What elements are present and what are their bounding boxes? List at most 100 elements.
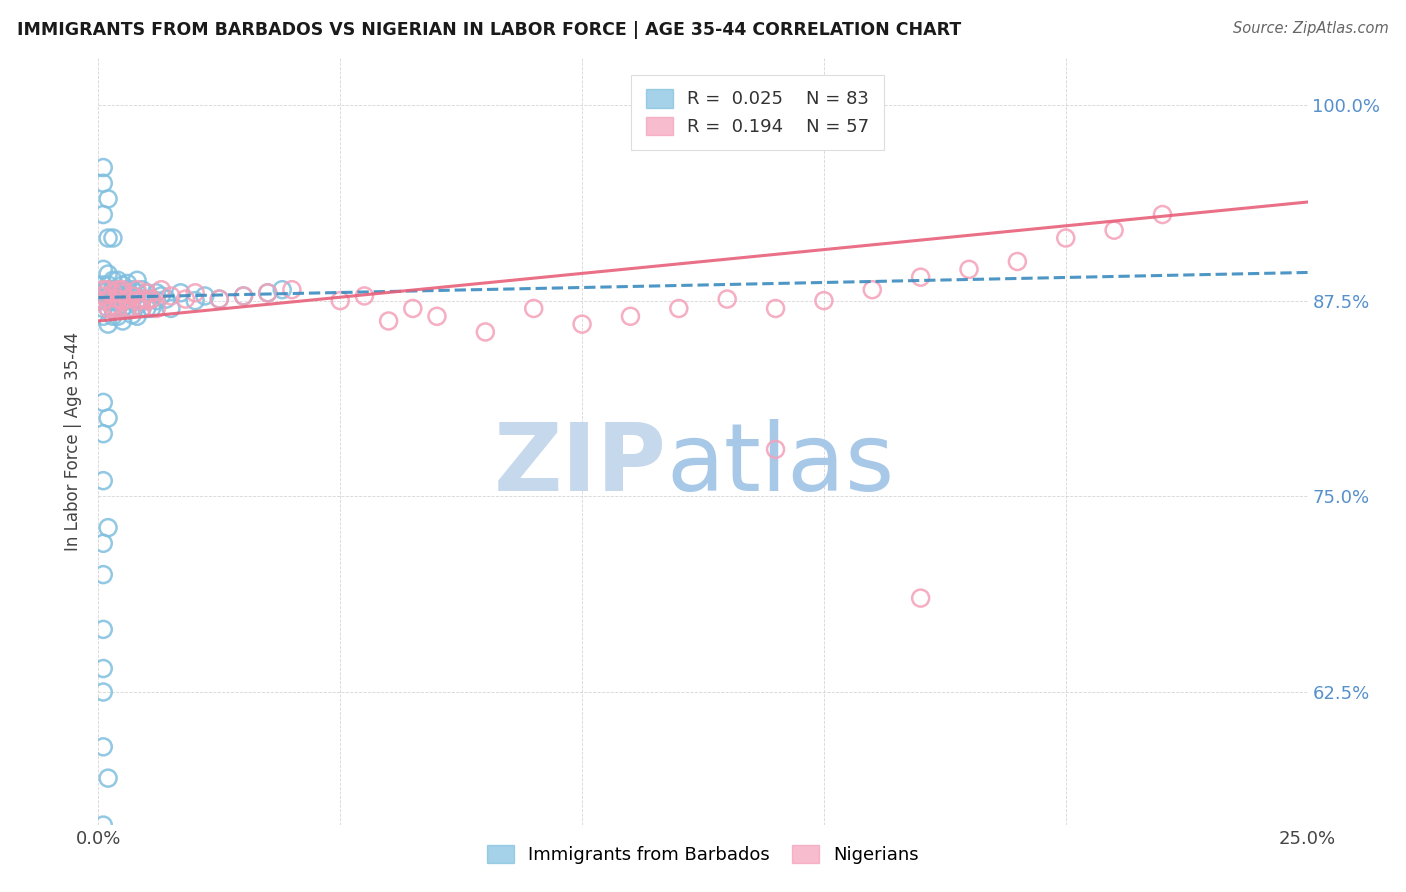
Point [127, 298, 149, 312]
Point [377, 314, 399, 328]
Point [141, 301, 163, 316]
Point [256, 285, 278, 300]
Point [208, 292, 231, 306]
Point [107, 301, 129, 316]
Point [101, 273, 124, 287]
Point [101, 310, 124, 324]
Point [97, 231, 120, 245]
Point [91, 395, 114, 409]
Point [91, 536, 114, 550]
Point [135, 301, 157, 316]
Point [111, 289, 134, 303]
Point [131, 301, 153, 316]
Point [668, 301, 690, 316]
Point [91, 176, 114, 190]
Point [91, 426, 114, 441]
Point [121, 289, 143, 303]
Point [174, 292, 197, 306]
Point [716, 292, 738, 306]
Point [107, 289, 129, 303]
Point [141, 292, 163, 306]
Point [97, 411, 120, 425]
Point [111, 293, 134, 308]
Point [131, 292, 153, 306]
Point [111, 285, 134, 300]
Point [860, 283, 883, 297]
Point [97, 317, 120, 331]
Point [91, 293, 114, 308]
Point [91, 208, 114, 222]
Text: Source: ZipAtlas.com: Source: ZipAtlas.com [1233, 21, 1389, 36]
Point [184, 293, 207, 308]
Point [97, 277, 120, 292]
Point [127, 273, 149, 287]
Point [127, 283, 149, 297]
Point [232, 289, 254, 303]
Point [1152, 208, 1174, 222]
Point [523, 301, 546, 316]
Point [474, 325, 496, 339]
Point [91, 285, 114, 300]
Point [97, 301, 120, 316]
Point [184, 285, 207, 300]
Text: IMMIGRANTS FROM BARBADOS VS NIGERIAN IN LABOR FORCE | AGE 35-44 CORRELATION CHAR: IMMIGRANTS FROM BARBADOS VS NIGERIAN IN … [17, 21, 962, 38]
Point [232, 289, 254, 303]
Point [208, 292, 231, 306]
Point [117, 283, 139, 297]
Point [107, 292, 129, 306]
Point [256, 285, 278, 300]
Point [91, 474, 114, 488]
Point [101, 301, 124, 316]
Point [155, 292, 177, 306]
Point [97, 771, 120, 785]
Point [101, 289, 124, 303]
Point [1054, 231, 1077, 245]
Point [107, 273, 129, 287]
Point [131, 283, 153, 297]
Point [91, 310, 114, 324]
Point [111, 301, 134, 316]
Point [169, 285, 191, 300]
Point [91, 818, 114, 832]
Point [91, 262, 114, 277]
Point [97, 292, 120, 306]
Point [97, 267, 120, 281]
Point [145, 301, 167, 316]
Point [127, 285, 149, 300]
Point [101, 285, 124, 300]
Point [135, 285, 157, 300]
Point [117, 277, 139, 291]
Point [957, 262, 980, 277]
Point [281, 283, 304, 297]
Text: ZIP: ZIP [494, 418, 666, 510]
Legend: Immigrants from Barbados, Nigerians: Immigrants from Barbados, Nigerians [472, 830, 934, 879]
Point [101, 283, 124, 297]
Point [97, 521, 120, 535]
Point [160, 289, 183, 303]
Point [97, 301, 120, 316]
Point [101, 298, 124, 312]
Point [402, 301, 425, 316]
Point [813, 293, 835, 308]
Point [107, 283, 129, 297]
Point [111, 314, 134, 328]
Point [117, 301, 139, 316]
Point [353, 289, 375, 303]
Point [131, 292, 153, 306]
Point [111, 293, 134, 308]
Point [131, 301, 153, 316]
Point [329, 293, 352, 308]
Point [91, 685, 114, 699]
Point [107, 310, 129, 324]
Point [121, 308, 143, 322]
Point [135, 293, 157, 308]
Point [141, 292, 163, 306]
Point [194, 289, 217, 303]
Point [111, 285, 134, 300]
Point [111, 277, 134, 292]
Point [91, 301, 114, 316]
Point [160, 301, 183, 316]
Point [145, 293, 167, 308]
Point [91, 567, 114, 582]
Point [117, 293, 139, 308]
